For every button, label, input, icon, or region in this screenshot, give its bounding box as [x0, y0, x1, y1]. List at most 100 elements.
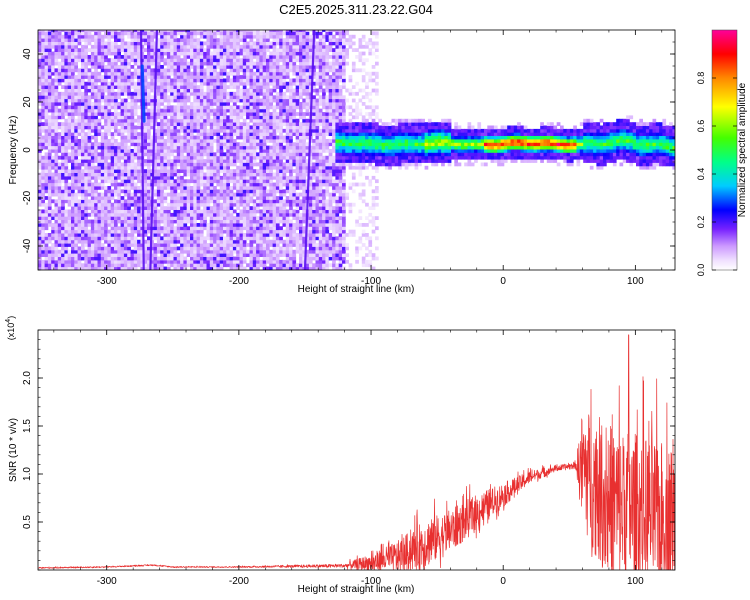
heatmap-cell [104, 135, 108, 140]
heatmap-cell [123, 216, 128, 220]
heatmap-cell [173, 71, 178, 76]
heatmap-cell [54, 51, 59, 56]
heatmap-cell [51, 182, 55, 187]
heatmap-cell [114, 55, 118, 59]
heatmap-cell [193, 145, 197, 150]
heatmap-cell [180, 105, 184, 110]
heatmap-cell [166, 139, 171, 143]
heatmap-cell [262, 102, 267, 106]
heatmap-cell [209, 38, 214, 42]
heatmap-cell [183, 219, 188, 224]
heatmap-cell [110, 125, 115, 130]
heatmap-cell [229, 30, 234, 32]
heatmap-cell [262, 175, 267, 180]
heatmap-cell [180, 149, 184, 153]
heatmap-cell [84, 122, 88, 126]
heatmap-cell [57, 266, 62, 270]
heatmap-cell [110, 44, 115, 49]
heatmap-cell [74, 206, 78, 210]
heatmap-cell [114, 51, 118, 56]
heatmap-cell [123, 159, 128, 163]
heatmap-cell [199, 233, 204, 237]
heatmap-cell [100, 179, 105, 184]
heatmap-cell [163, 196, 168, 200]
heatmap-cell [279, 266, 283, 270]
heatmap-cell [127, 108, 131, 113]
heatmap-cell [223, 186, 227, 190]
heatmap-cell [166, 75, 171, 79]
heatmap-cell [81, 175, 85, 180]
heatmap-cell [239, 165, 244, 170]
heatmap-cell [153, 162, 158, 167]
heatmap-cell [110, 145, 115, 150]
heatmap-cell [275, 229, 280, 234]
heatmap-cell [252, 75, 257, 79]
heatmap-cell [190, 152, 194, 157]
heatmap-cell [259, 105, 264, 110]
heatmap-cell [153, 199, 158, 204]
heatmap-cell [246, 88, 250, 93]
heatmap-cell [269, 219, 273, 224]
heatmap-cell [193, 162, 197, 167]
heatmap-cell [176, 44, 181, 49]
heatmap-cell [90, 85, 95, 89]
heatmap-cell [232, 162, 237, 167]
heatmap-cell [163, 226, 168, 231]
heatmap-cell [173, 38, 178, 42]
heatmap-cell [41, 58, 45, 63]
heatmap-cell [90, 145, 95, 150]
heatmap-cell [226, 236, 230, 241]
heatmap-cell [44, 179, 49, 184]
heatmap-cell [275, 149, 280, 153]
heatmap-cell [77, 266, 82, 270]
heatmap-cell [259, 239, 264, 244]
heatmap-cell [114, 115, 118, 120]
heatmap-cell [90, 186, 95, 190]
heatmap-cell [117, 105, 121, 110]
heatmap-cell [269, 91, 273, 96]
heatmap-cell [84, 58, 88, 63]
heatmap-cell [150, 149, 154, 153]
heatmap-cell [54, 219, 59, 224]
heatmap-cell [259, 34, 264, 39]
heatmap-cell [186, 236, 191, 241]
heatmap-cell [232, 179, 237, 184]
heatmap-cell [117, 38, 121, 42]
heatmap-cell [64, 38, 69, 42]
heatmap-cell [57, 189, 62, 194]
heatmap-cell [249, 128, 254, 133]
heatmap-cell [262, 189, 267, 194]
heatmap-cell [67, 266, 72, 270]
heatmap-cell [133, 88, 138, 93]
heatmap-cell [74, 236, 78, 241]
heatmap-cell [117, 152, 121, 157]
heatmap-cell [246, 229, 250, 234]
heatmap-cell [110, 142, 115, 147]
heatmap-cell [232, 85, 237, 89]
heatmap-cell [173, 229, 178, 234]
heatmap-cell [74, 68, 78, 73]
heatmap-cell [259, 253, 264, 257]
heatmap-cell [183, 202, 188, 207]
heatmap-cell [180, 253, 184, 257]
heatmap-cell [199, 115, 204, 120]
heatmap-cell [166, 186, 171, 190]
heatmap-cell [173, 81, 178, 86]
heatmap-cell [44, 159, 49, 163]
heatmap-cell [57, 65, 62, 69]
heatmap-cell [137, 132, 141, 136]
heatmap-cell [94, 263, 98, 268]
heatmap-cell [117, 102, 121, 106]
heatmap-cell [186, 239, 191, 244]
heatmap-cell [54, 175, 59, 180]
heatmap-cell [133, 85, 138, 89]
heatmap-cell [246, 249, 250, 254]
heatmap-cell [216, 95, 221, 100]
heatmap-cell [57, 219, 62, 224]
heatmap-cell [242, 31, 247, 36]
heatmap-cell [163, 206, 168, 210]
heatmap-cell [90, 256, 95, 261]
heatmap-cell [133, 118, 138, 123]
heatmap-cell [180, 125, 184, 130]
heatmap-cell [183, 41, 188, 46]
